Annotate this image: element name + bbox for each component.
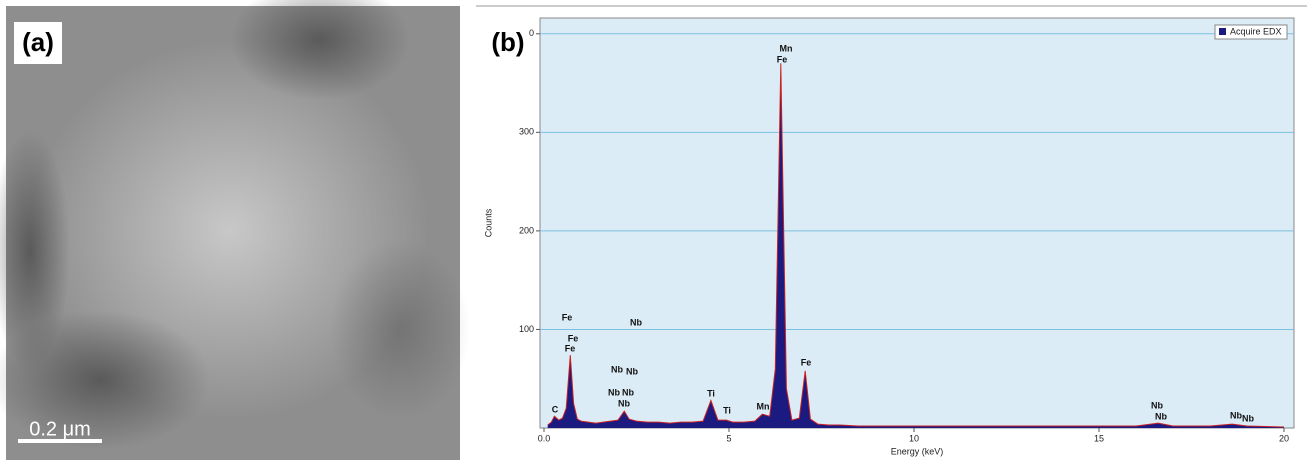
peak-label: Mn (757, 401, 770, 411)
peak-label: Fe (568, 333, 579, 343)
peak-label: Ti (723, 405, 731, 415)
legend-box (1214, 24, 1288, 40)
x-axis-label: Energy (keV) (891, 446, 944, 456)
peak-label: Nb (608, 387, 620, 397)
legend-swatch (1219, 28, 1226, 35)
spectrum-chart: (b) Energy (keV) Counts 100 200 300 0 0.0 5 10… (476, 5, 1307, 456)
peak-label: Nb (611, 364, 623, 374)
y-axis-label: Counts (483, 208, 493, 237)
peak-label: Nb (1155, 411, 1167, 421)
peak-label: Nb (1230, 410, 1242, 420)
peak-label: Fe (777, 54, 788, 64)
peak-label: Nb (626, 366, 638, 376)
y-tick-label: 300 (519, 127, 534, 137)
x-tick-label: 15 (1094, 433, 1104, 443)
peak-label: Nb (622, 387, 634, 397)
peak-label: Nb (630, 317, 642, 327)
peak-label: Nb (1242, 413, 1254, 423)
spectrum-edge (547, 63, 1285, 428)
y-tick-label: 200 (519, 225, 534, 235)
tem-image: (a) 0.2 μm (0, 0, 470, 460)
peak-label: Ti (707, 388, 715, 398)
x-tick-label: 0.0 (538, 433, 551, 443)
x-tick-label: 20 (1279, 433, 1289, 443)
panel-label: (b) (491, 27, 524, 57)
peak-label: Nb (618, 398, 630, 408)
plot-background (539, 17, 1295, 429)
peak-label: Nb (1151, 400, 1163, 410)
peak-label: C (552, 404, 559, 414)
peak-label: Fe (565, 343, 576, 353)
x-tick-label: 10 (909, 433, 919, 443)
peak-label: Mn (780, 43, 793, 53)
panel-label: (a) (22, 27, 54, 57)
legend-label: Acquire EDX (1230, 26, 1282, 36)
x-tick-label: 5 (726, 433, 731, 443)
y-tick-label: 0 (529, 28, 534, 38)
peak-label: Fe (801, 357, 812, 367)
scale-bar-label: 0.2 μm (29, 418, 91, 440)
y-tick-label: 100 (519, 324, 534, 334)
peak-label: Fe (562, 312, 573, 322)
